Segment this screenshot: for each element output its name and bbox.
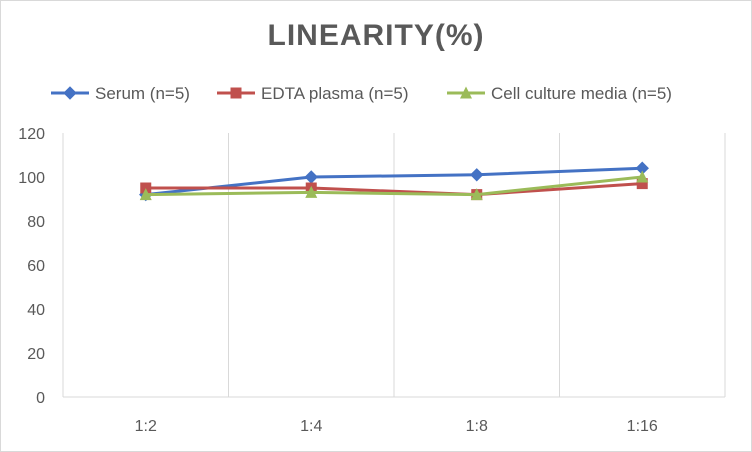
x-tick-label: 1:8 [466,418,488,435]
y-tick-label: 40 [27,302,45,319]
y-tick-label: 120 [18,126,45,143]
legend-label-3: Cell culture media (n=5) [491,84,672,103]
x-tick-label: 1:16 [627,418,658,435]
legend-marker-2 [230,87,242,99]
series-1-point [304,170,318,184]
series-3-point [470,188,483,201]
series-line-3 [144,175,644,197]
legend-marker-3 [460,86,472,99]
legend-label-2: EDTA plasma (n=5) [261,84,409,103]
chart-title: LINEARITY(%) [267,19,485,52]
series-line-2 [144,182,644,197]
series-3-point [139,188,152,201]
y-tick-label: 100 [18,170,45,187]
y-tick-label: 0 [36,390,45,407]
series-2-point [140,182,152,194]
series-1-point [470,168,484,182]
x-tick-label: 1:2 [135,418,157,435]
series-3-point [636,170,649,183]
series-line-1 [144,166,644,197]
x-tick-label: 1:4 [300,418,322,435]
series-2-point [636,178,648,190]
y-tick-label: 20 [27,346,45,363]
legend-marker-1 [63,86,77,100]
series-3-point [305,185,318,198]
legend-label-1: Serum (n=5) [95,84,190,103]
y-tick-label: 60 [27,258,45,275]
y-tick-label: 80 [27,214,45,231]
